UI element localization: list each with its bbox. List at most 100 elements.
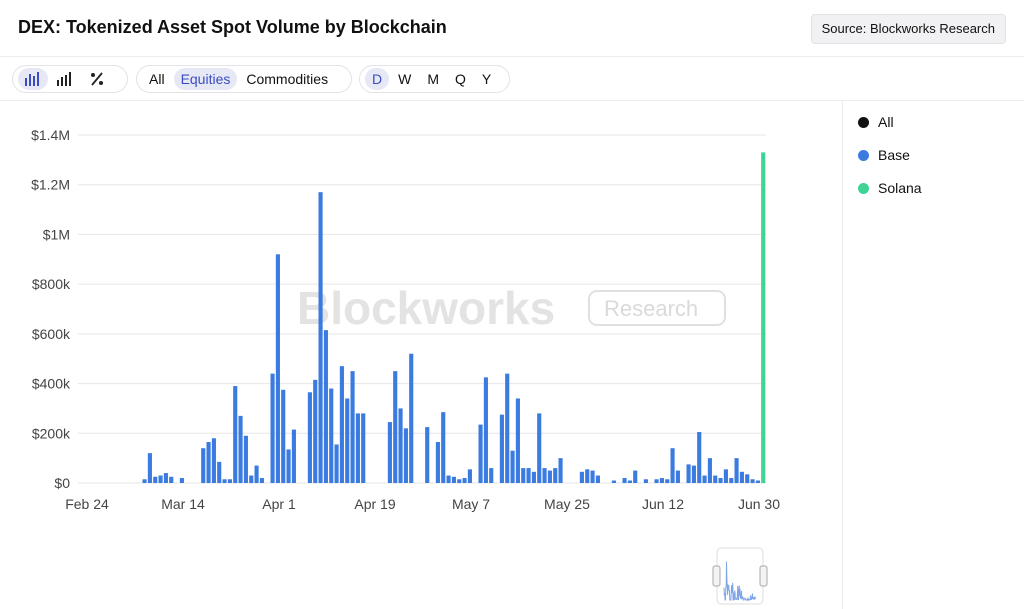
- bar-base: [750, 479, 755, 483]
- bar-base: [329, 388, 334, 483]
- bar-base: [435, 441, 440, 483]
- bar-base: [707, 458, 712, 483]
- navigator-sparkline: [723, 561, 756, 602]
- bar-base: [169, 476, 174, 483]
- bar-base: [547, 470, 552, 483]
- bar-base: [318, 192, 323, 483]
- bar-base: [537, 413, 542, 483]
- bar-base: [521, 468, 526, 483]
- x-tick-label: May 25: [544, 496, 590, 512]
- percent-icon[interactable]: [82, 68, 112, 90]
- bar-base: [409, 353, 414, 483]
- bar-base: [398, 408, 403, 483]
- bar-base: [211, 438, 216, 483]
- bar-base: [483, 377, 488, 483]
- legend-label: Solana: [878, 180, 922, 196]
- bar-base: [425, 427, 430, 483]
- time-filter-w[interactable]: W: [398, 71, 412, 87]
- bar-base: [702, 475, 707, 483]
- grid-lines: [78, 134, 766, 484]
- bar-base: [286, 449, 291, 483]
- y-tick-label: $400k: [32, 376, 71, 392]
- bar-base: [558, 458, 563, 483]
- watermark-brand: Blockworks: [297, 282, 555, 334]
- bar-base: [393, 371, 398, 483]
- bar-base: [579, 471, 584, 483]
- bar-base: [462, 478, 467, 483]
- bar-base: [446, 475, 451, 483]
- bar-base: [233, 386, 238, 483]
- bar-base: [355, 413, 360, 483]
- legend-item-base[interactable]: Base: [858, 145, 922, 165]
- filter-commodities[interactable]: Commodities: [246, 71, 329, 87]
- navigator-left-handle: [712, 565, 721, 587]
- bar-base: [275, 254, 280, 483]
- y-tick-label: $800k: [32, 276, 71, 292]
- bar-base: [323, 330, 328, 483]
- x-tick-label: May 7: [452, 496, 490, 512]
- bar-base: [201, 448, 206, 483]
- bar-base: [526, 468, 531, 483]
- bar-base: [729, 478, 734, 483]
- bar-base: [633, 470, 638, 483]
- y-tick-label: $1M: [43, 226, 70, 242]
- bar-base: [153, 476, 158, 483]
- time-filter-group: D W M Q Y: [359, 65, 510, 93]
- x-axis: Feb 24 Mar 14 Apr 1 Apr 19 May 7 May 25 Jun 12…: [65, 496, 780, 512]
- x-tick-label: Apr 19: [354, 496, 395, 512]
- bar-base: [206, 441, 211, 483]
- bar-chart-icon[interactable]: [18, 68, 48, 90]
- time-filter-d[interactable]: D: [365, 68, 390, 90]
- bar-base: [158, 475, 163, 483]
- legend-item-solana[interactable]: Solana: [858, 178, 922, 198]
- bar-base: [142, 479, 147, 483]
- watermark-tag-frame: [588, 290, 726, 326]
- bar-base: [307, 392, 312, 483]
- bar-base: [243, 435, 248, 483]
- legend-item-all[interactable]: All: [858, 112, 922, 132]
- x-tick-label: Feb 24: [65, 496, 109, 512]
- bar-base: [531, 471, 536, 483]
- bar-base: [147, 453, 152, 483]
- bar-base: [457, 479, 462, 483]
- source-button[interactable]: Source: Blockworks Research: [810, 14, 1006, 44]
- legend-dot-solana: [858, 182, 869, 194]
- bar-base: [361, 413, 366, 483]
- bar-base: [691, 465, 696, 483]
- bar-base: [489, 468, 494, 483]
- bar-base: [339, 366, 344, 483]
- bar-base: [163, 473, 168, 483]
- bar-series: [142, 152, 766, 483]
- legend-dot-all: [858, 116, 869, 128]
- bar-base: [665, 479, 670, 483]
- time-filter-y[interactable]: Y: [481, 71, 492, 87]
- bar-base: [467, 469, 472, 483]
- bar-base: [313, 379, 318, 483]
- bar-base: [718, 478, 723, 483]
- header-bar: DEX: Tokenized Asset Spot Volume by Bloc…: [0, 0, 1024, 57]
- y-tick-label: $0: [54, 475, 70, 491]
- watermark: Blockworks Research: [297, 282, 726, 334]
- bar-base: [654, 479, 659, 483]
- bar-solana: [761, 152, 766, 483]
- bar-base: [515, 398, 520, 483]
- bar-base: [734, 458, 739, 483]
- range-navigator[interactable]: [712, 547, 768, 605]
- watermark-tag: Research: [604, 296, 698, 321]
- bar-base: [345, 398, 350, 483]
- bar-base: [739, 471, 744, 483]
- stacked-bar-icon[interactable]: [50, 68, 80, 90]
- time-filter-m[interactable]: M: [427, 71, 440, 87]
- bar-base: [675, 470, 680, 483]
- time-filter-q[interactable]: Q: [455, 71, 466, 87]
- bar-base: [627, 480, 632, 483]
- bar-base: [755, 480, 760, 483]
- chart-toolbar: All Equities Commodities D W M Q Y: [0, 57, 1024, 101]
- navigator-right-handle: [759, 565, 768, 587]
- filter-all[interactable]: All: [149, 71, 165, 87]
- y-tick-label: $600k: [32, 326, 71, 342]
- filter-equities[interactable]: Equities: [173, 68, 238, 90]
- x-tick-label: Jun 30: [738, 496, 780, 512]
- legend-label: Base: [878, 147, 910, 163]
- chart-type-group: [12, 65, 128, 93]
